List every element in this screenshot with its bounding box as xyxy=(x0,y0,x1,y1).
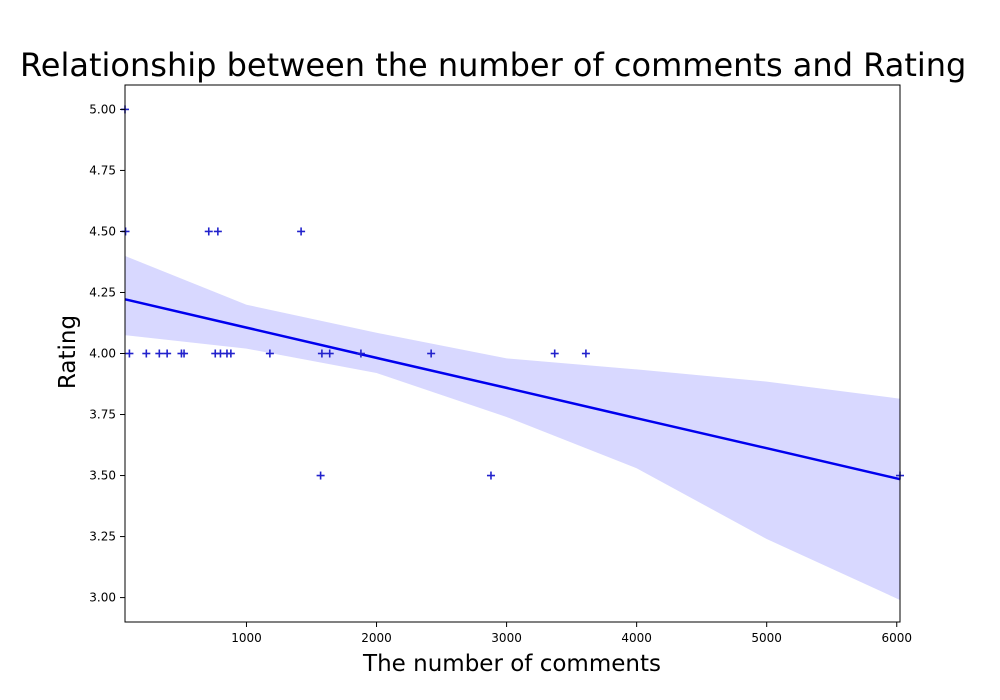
data-point xyxy=(213,227,222,236)
y-tick-label: 4.25 xyxy=(89,285,116,299)
y-tick-label: 4.50 xyxy=(89,224,116,238)
x-tick-label: 1000 xyxy=(231,631,262,645)
data-point xyxy=(265,349,274,358)
x-tick-label: 6000 xyxy=(881,631,912,645)
data-point xyxy=(226,349,235,358)
regression-line-layer xyxy=(124,298,901,481)
confidence-band-layer xyxy=(125,255,900,600)
y-tick-label: 4.75 xyxy=(89,163,116,177)
x-tick-label: 5000 xyxy=(751,631,782,645)
chart-title: Relationship between the number of comme… xyxy=(20,46,966,84)
data-point xyxy=(550,349,559,358)
y-tick-label: 5.00 xyxy=(89,102,116,116)
data-points-layer xyxy=(121,105,904,480)
x-axis-title: The number of comments xyxy=(362,651,661,677)
x-tick-label: 3000 xyxy=(491,631,522,645)
data-point xyxy=(297,227,306,236)
data-point xyxy=(486,471,495,480)
y-tick-label: 4.00 xyxy=(89,347,116,361)
confidence-band xyxy=(125,255,900,600)
regression-line xyxy=(124,298,901,481)
y-tick-label: 3.00 xyxy=(89,591,116,605)
data-point xyxy=(316,471,325,480)
y-tick-label: 3.75 xyxy=(89,408,116,422)
data-point xyxy=(163,349,172,358)
x-tick-label: 2000 xyxy=(361,631,392,645)
data-point xyxy=(325,349,334,358)
x-axis-ticks: 1000 2000 3000 4000 5000 6000 xyxy=(231,622,912,645)
data-point xyxy=(317,349,326,358)
data-point xyxy=(142,349,151,358)
data-point xyxy=(427,349,436,358)
data-point xyxy=(125,349,134,358)
y-axis-title: Rating xyxy=(55,315,81,389)
y-tick-label: 3.50 xyxy=(89,469,116,483)
data-point xyxy=(180,349,189,358)
y-axis-ticks: 3.00 3.25 3.50 3.75 4.00 4.25 4.50 4.75 5.00 xyxy=(89,102,125,605)
data-point xyxy=(581,349,590,358)
x-tick-label: 4000 xyxy=(621,631,652,645)
data-point xyxy=(204,227,213,236)
data-point xyxy=(356,349,365,358)
data-point xyxy=(155,349,164,358)
y-tick-label: 3.25 xyxy=(89,530,116,544)
